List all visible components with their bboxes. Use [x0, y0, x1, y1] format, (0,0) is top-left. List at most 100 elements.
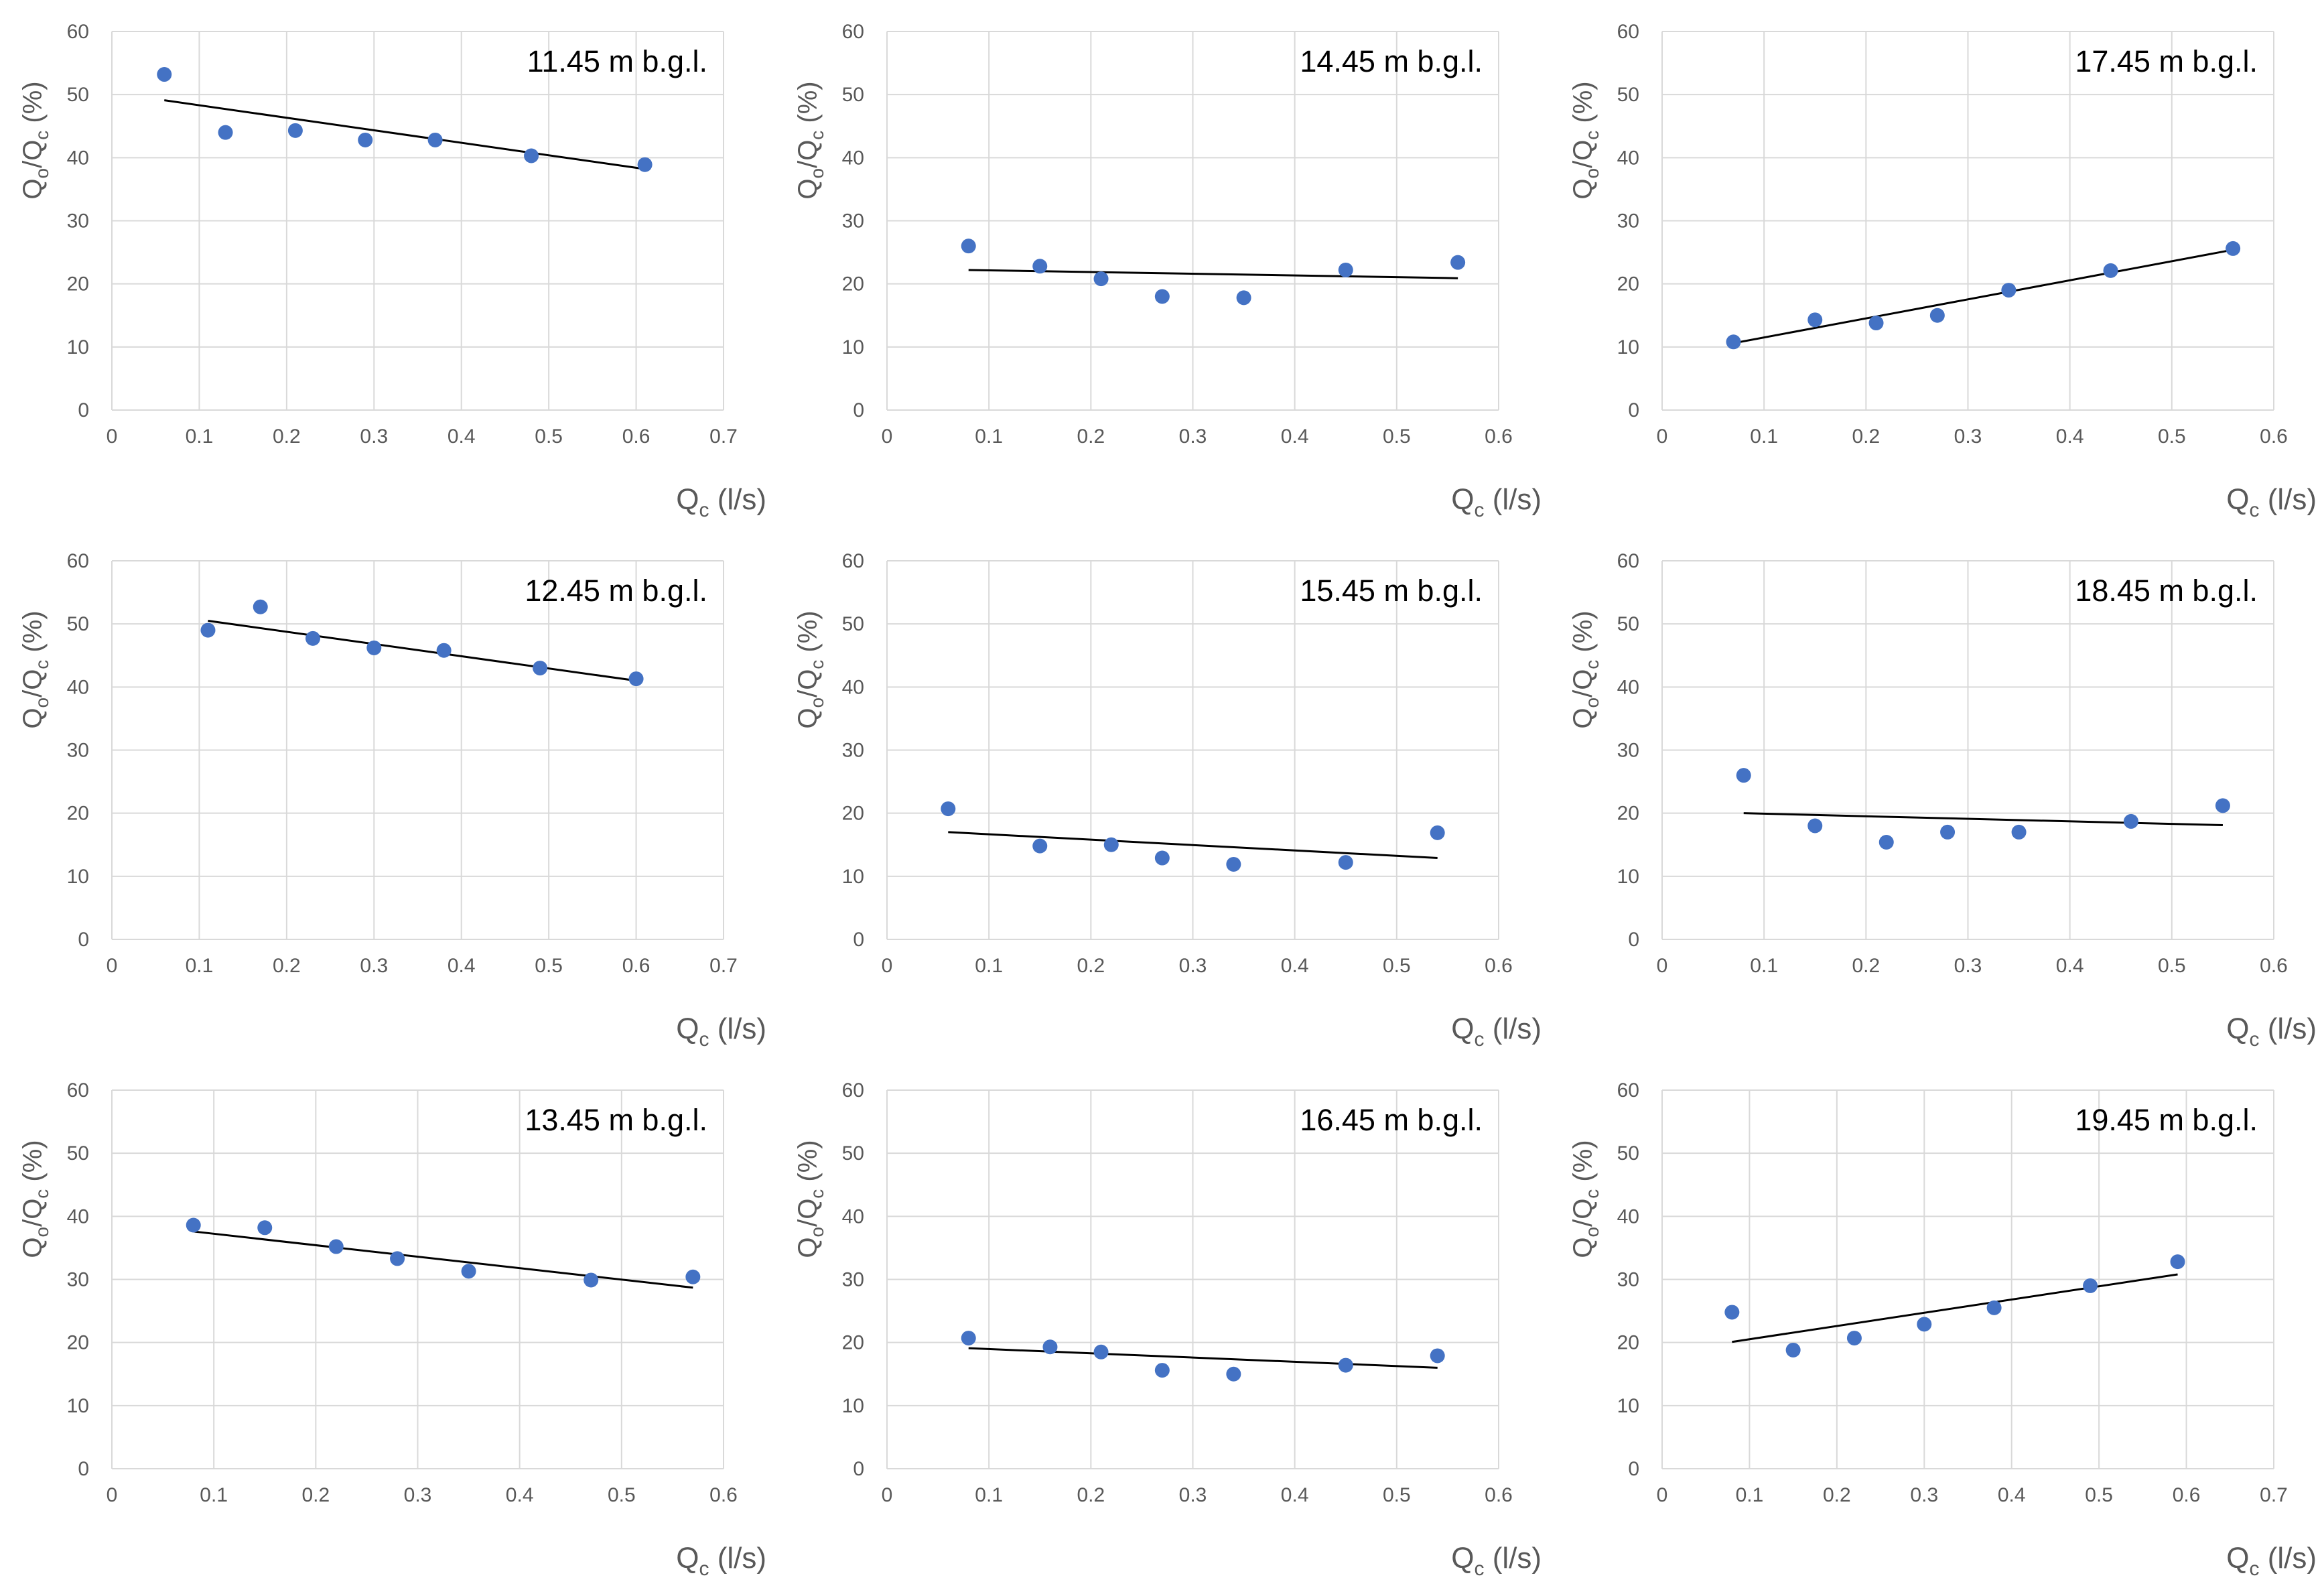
x-tick-label: 0.4 — [1281, 955, 1309, 977]
chart-panel-12-45: 0 10 20 30 40 50 60 0 0.1 0.2 0.3 0.4 0.5 0.6 0.7 12.45… — [18, 550, 766, 1051]
chart-title: 17.45 m b.g.l. — [2075, 44, 2258, 78]
y-tick-label: 40 — [1617, 1205, 1639, 1227]
y-tick-label: 10 — [1617, 336, 1639, 358]
data-point — [1929, 308, 1945, 323]
y-label-unit: (%) — [18, 81, 48, 130]
data-point — [461, 1264, 476, 1279]
data-point — [1042, 1339, 1058, 1355]
x-tick-label: 0.3 — [360, 955, 388, 977]
y-label-q: Q — [793, 1238, 823, 1258]
y-axis-label: Qo/Qc (%) — [18, 1140, 52, 1258]
x-tick-label: 0.7 — [709, 425, 738, 448]
trend-line — [1733, 249, 2234, 344]
chart-panel-13-45: 0 10 20 30 40 50 60 0 0.1 0.2 0.3 0.4 0.5 0.6 13.45 m … — [18, 1079, 766, 1580]
chart-panel-11-45: 0 10 20 30 40 50 60 0 0.1 0.2 0.3 0.4 0.5 0.6 0.7 11.45… — [18, 21, 766, 521]
data-point — [1032, 838, 1048, 854]
x-tick-label: 0.6 — [2260, 955, 2288, 977]
trend-line — [968, 1347, 1438, 1369]
x-tick-label: 0.2 — [273, 955, 301, 977]
y-label-sub-o: o — [31, 168, 52, 179]
y-tick-label: 20 — [842, 1332, 864, 1354]
y-label-q: Q — [1568, 708, 1598, 729]
y-tick-label: 50 — [842, 84, 864, 106]
data-point — [628, 671, 644, 687]
chart-title: 13.45 m b.g.l. — [525, 1103, 707, 1137]
y-label-sub-o: o — [1582, 698, 1602, 708]
x-tick-label: 0.4 — [448, 955, 476, 977]
y-label-sub-c: c — [31, 131, 52, 140]
data-point — [218, 125, 233, 140]
x-label-unit: (l/s) — [709, 483, 766, 516]
x-axis-label: Qc (l/s) — [676, 1542, 766, 1580]
y-tick-label: 0 — [78, 929, 89, 951]
y-tick-label: 0 — [78, 1458, 89, 1480]
trend-line — [948, 831, 1438, 860]
y-axis-label: Qo/Qc (%) — [18, 610, 52, 728]
x-tick-label: 0.7 — [2260, 1484, 2288, 1506]
y-tick-label: 50 — [67, 613, 89, 635]
y-label-sub-c: c — [31, 1189, 52, 1199]
x-label-q: Q — [1451, 1542, 1474, 1575]
y-label-unit: (%) — [18, 1140, 48, 1189]
data-point — [2103, 263, 2118, 278]
gridlines — [886, 1089, 1499, 1469]
y-label-sub-o: o — [31, 1227, 52, 1238]
y-tick-label: 10 — [842, 1395, 864, 1417]
x-label-sub-c: c — [2249, 499, 2259, 521]
y-tick-label: 0 — [853, 1458, 864, 1480]
gridlines — [886, 31, 1499, 411]
y-tick-label: 30 — [842, 1269, 864, 1291]
data-point — [1878, 834, 1894, 850]
data-point — [1226, 856, 1241, 872]
y-tick-label: 40 — [67, 147, 89, 169]
x-label-q: Q — [676, 1012, 699, 1045]
y-tick-label: 20 — [1617, 273, 1639, 295]
y-tick-label: 0 — [1628, 929, 1639, 951]
y-label-sub-c: c — [1582, 131, 1602, 140]
data-point — [1154, 1363, 1170, 1378]
y-label-sub-o: o — [807, 168, 827, 179]
x-tick-label: 0.1 — [186, 425, 214, 448]
x-tick-label: 0.4 — [448, 425, 476, 448]
x-tick-label: 0.1 — [975, 955, 1003, 977]
x-tick-label: 0.5 — [608, 1484, 636, 1506]
x-tick-label: 0.6 — [2173, 1484, 2201, 1506]
trend-line — [193, 1230, 693, 1289]
x-tick-label: 0.1 — [975, 1484, 1003, 1506]
x-tick-label: 0.1 — [1750, 425, 1778, 448]
y-tick-label: 60 — [67, 1079, 89, 1102]
data-point — [2170, 1254, 2185, 1270]
y-tick-label: 30 — [67, 740, 89, 762]
y-tick-label: 30 — [1617, 740, 1639, 762]
y-tick-label: 0 — [78, 399, 89, 421]
x-tick-label: 0 — [882, 425, 893, 448]
x-tick-label: 0.4 — [1281, 425, 1309, 448]
y-label-slash-q: /Q — [793, 669, 823, 698]
chart-panel-17-45: 0 10 20 30 40 50 60 0 0.1 0.2 0.3 0.4 0.5 0.6 17.45 m … — [1568, 21, 2317, 521]
x-tick-label: 0 — [1657, 1484, 1668, 1506]
x-tick-label: 0.5 — [1383, 425, 1411, 448]
data-point — [1807, 312, 1823, 328]
x-label-unit: (l/s) — [709, 1012, 766, 1045]
x-label-sub-c: c — [1474, 499, 1484, 521]
y-label-sub-o: o — [1582, 168, 1602, 179]
y-tick-label: 20 — [842, 273, 864, 295]
x-label-unit: (l/s) — [1484, 1542, 1542, 1575]
y-tick-label: 60 — [67, 21, 89, 43]
data-point — [200, 622, 216, 638]
y-axis-label: Qo/Qc (%) — [793, 610, 827, 728]
x-tick-label: 0.5 — [2158, 955, 2186, 977]
y-label-slash-q: /Q — [793, 1199, 823, 1227]
y-tick-label: 20 — [67, 273, 89, 295]
data-point — [1724, 1305, 1740, 1320]
y-tick-label: 60 — [67, 550, 89, 572]
x-tick-label: 0 — [882, 955, 893, 977]
data-point — [1226, 1366, 1241, 1382]
x-tick-label: 0.2 — [1077, 955, 1105, 977]
y-label-sub-c: c — [807, 660, 827, 669]
y-label-sub-c: c — [807, 131, 827, 140]
data-point — [584, 1272, 599, 1288]
x-tick-label: 0.7 — [709, 955, 738, 977]
y-tick-label: 0 — [1628, 1458, 1639, 1480]
data-point — [2083, 1278, 2098, 1293]
